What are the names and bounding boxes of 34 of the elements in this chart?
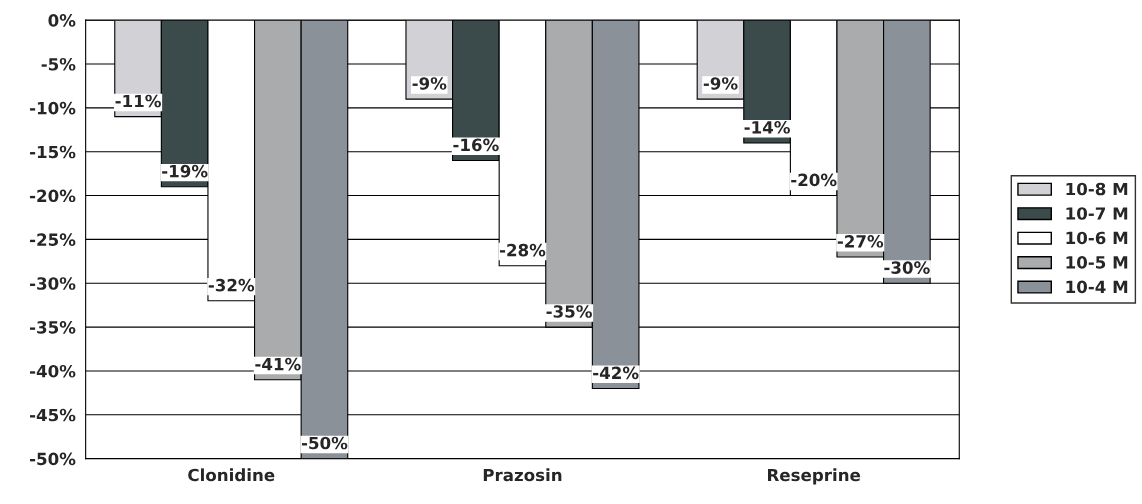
x-tick-label: Prazosin — [483, 468, 562, 482]
data-label: -41% — [255, 357, 301, 371]
data-label: -50% — [301, 436, 348, 450]
data-label: -27% — [837, 235, 884, 248]
y-tick-label: -10% — [30, 101, 76, 115]
y-tick-label: -20% — [30, 189, 76, 203]
legend-label: 10-8 M — [1066, 182, 1128, 196]
y-tick-label: -40% — [30, 364, 76, 378]
data-label: -19% — [162, 164, 208, 178]
data-label: -20% — [791, 173, 837, 187]
y-tick-label: -50% — [30, 452, 76, 466]
legend-label: 10-4 M — [1066, 280, 1128, 294]
data-label: -30% — [884, 261, 930, 274]
data-label: -35% — [546, 305, 592, 318]
data-label: -16% — [453, 138, 499, 152]
y-tick-label: 0% — [48, 14, 76, 27]
x-tick-label: Reseprine — [768, 468, 861, 485]
y-tick-label: -30% — [30, 277, 76, 290]
y-tick-label: -25% — [30, 233, 76, 246]
legend-label: 10-7 M — [1066, 207, 1128, 220]
legend-label: 10-6 M — [1066, 231, 1128, 245]
y-tick-label: -15% — [30, 145, 76, 159]
legend-label: 10-5 M — [1066, 256, 1128, 269]
y-tick-label: -5% — [41, 57, 76, 71]
data-label: -32% — [208, 278, 255, 292]
data-label: -9% — [412, 77, 447, 90]
data-label: -9% — [703, 77, 738, 90]
y-tick-label: -45% — [30, 408, 76, 422]
y-tick-label: -35% — [30, 321, 76, 334]
data-label: -11% — [115, 94, 161, 108]
data-label: -42% — [593, 366, 639, 380]
data-label: -28% — [499, 243, 546, 257]
x-tick-label: Clonidine — [188, 468, 275, 482]
data-label: -14% — [744, 121, 790, 134]
